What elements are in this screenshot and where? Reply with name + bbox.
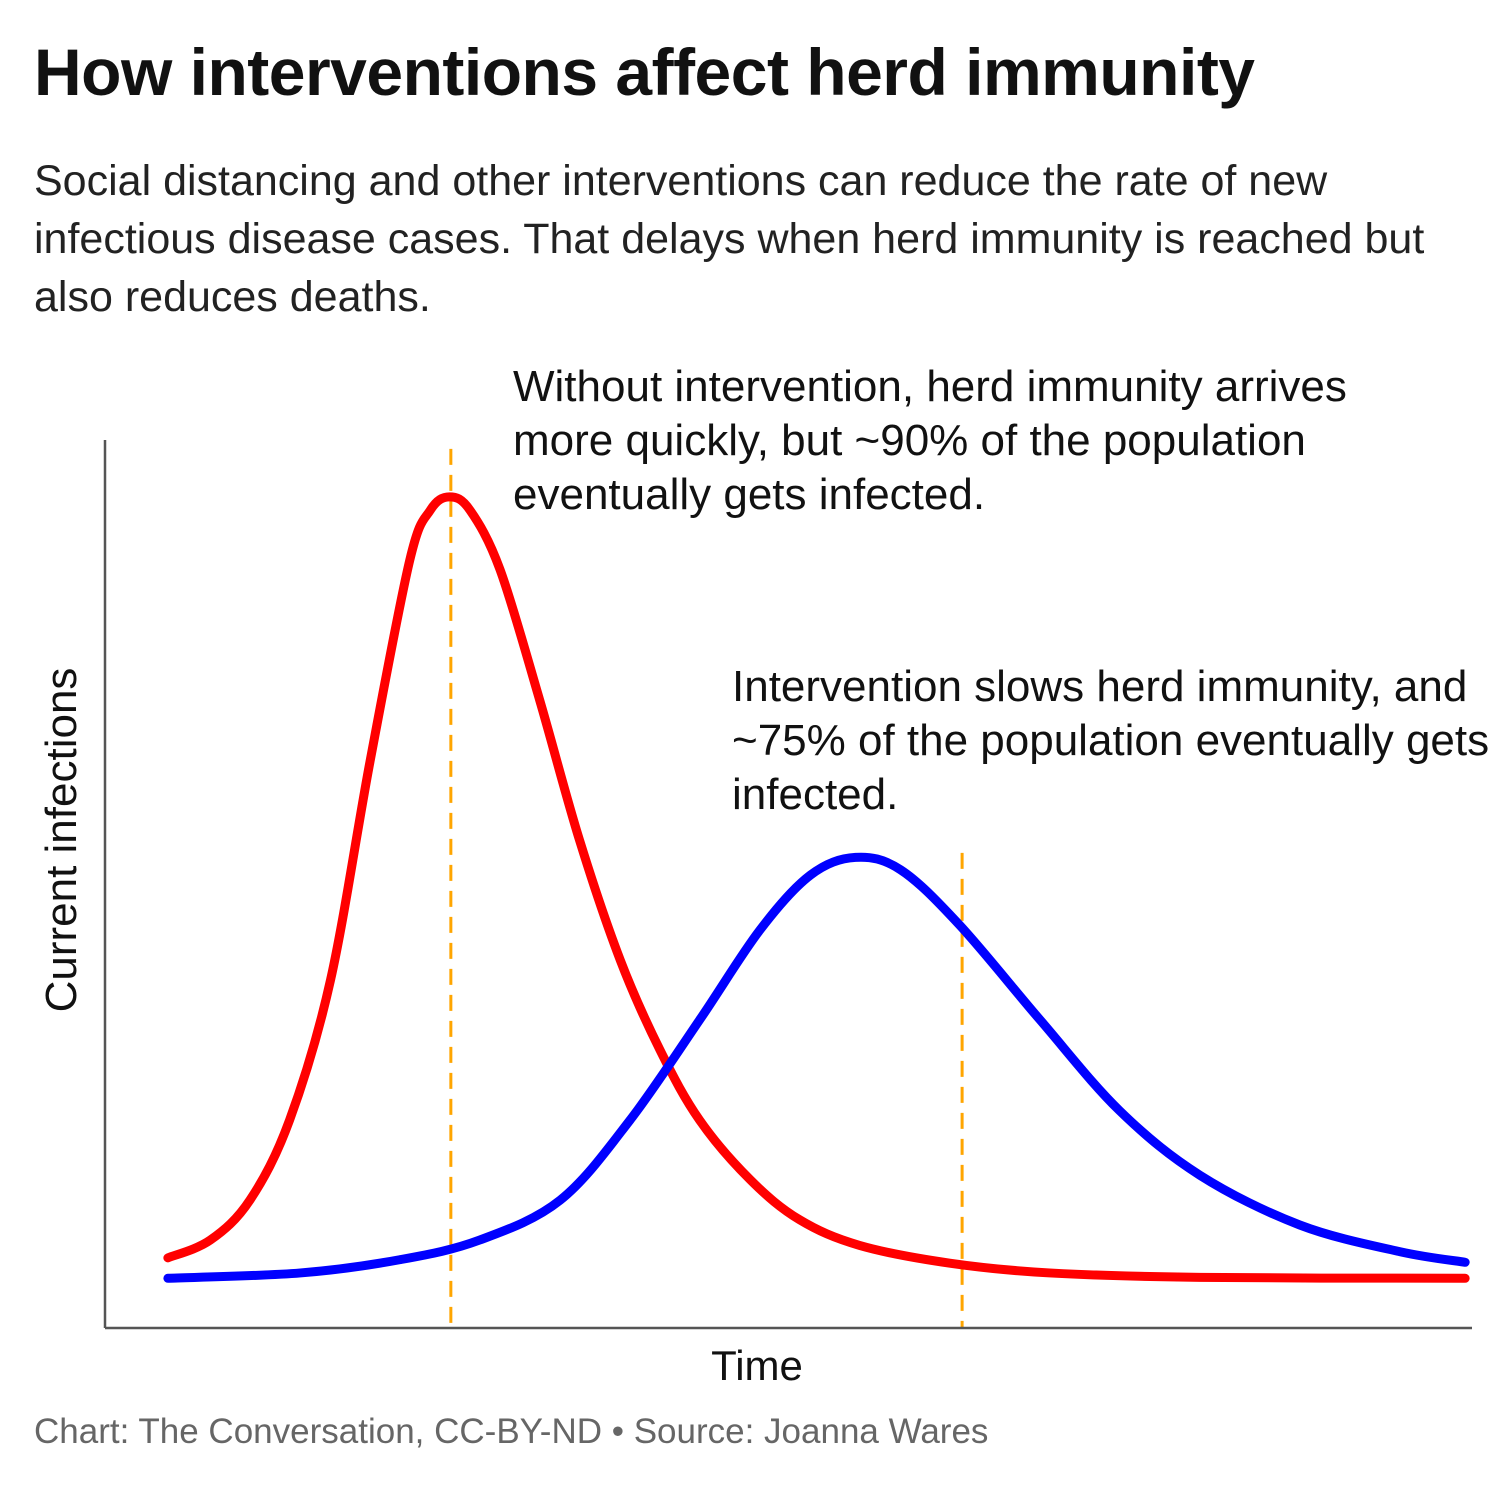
series-line-with_intervention (163, 852, 1470, 1283)
chart-subtitle: Social distancing and other intervention… (34, 157, 1425, 321)
y-axis-label: Current infections (37, 668, 86, 1013)
herd-immunity-markers (449, 448, 964, 1328)
x-axis-label: Time (711, 1342, 803, 1389)
series-lines (163, 492, 1470, 1283)
source-credit: Chart: The Conversation, CC-BY-ND • Sour… (34, 1412, 989, 1451)
annotation-with-intervention: Intervention slows herd immunity, and ~7… (732, 662, 1490, 819)
series-line-without_intervention (163, 492, 1470, 1283)
annotation-without-intervention: Without intervention, herd immunity arri… (513, 362, 1347, 519)
chart-title: How interventions affect herd immunity (34, 35, 1255, 109)
